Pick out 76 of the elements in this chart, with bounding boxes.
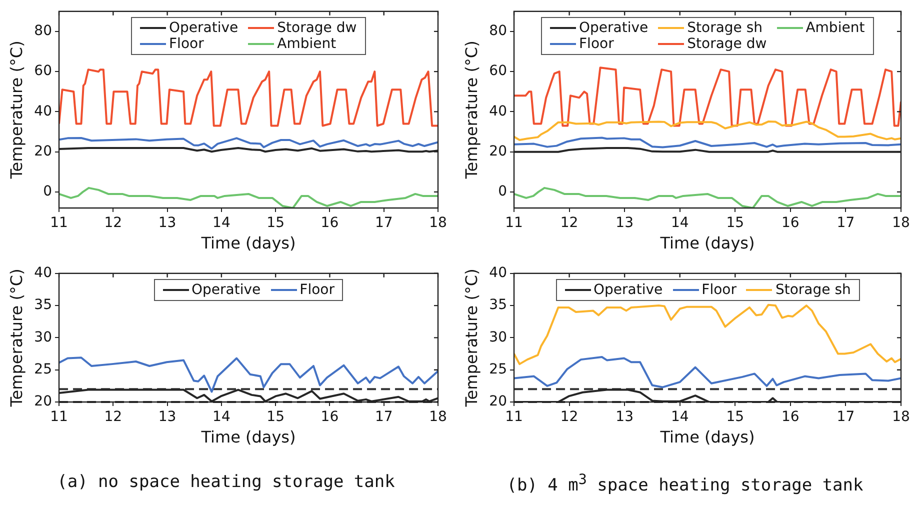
y-tick-label: 20 <box>34 394 52 410</box>
x-tick-label: 11 <box>50 409 68 426</box>
x-tick-label: 12 <box>104 409 122 426</box>
y-tick-label: 20 <box>489 394 508 410</box>
x-tick-label: 13 <box>616 409 634 426</box>
legend-label: Ambient <box>806 20 865 36</box>
x-axis-title: Time (days) <box>659 234 755 253</box>
x-tick-label: 11 <box>505 409 523 426</box>
y-tick-label: 20 <box>489 143 508 160</box>
x-tick-label: 12 <box>104 215 122 232</box>
legend-label: Storage sh <box>687 20 763 36</box>
x-tick-label: 18 <box>892 409 910 426</box>
y-tick-label: 80 <box>34 23 52 40</box>
y-tick-label: 80 <box>489 23 508 40</box>
x-tick-label: 11 <box>50 215 68 232</box>
y-tick-label: 0 <box>498 184 508 200</box>
legend-label: Operative <box>192 282 261 298</box>
y-tick-label: 0 <box>43 184 52 200</box>
x-tick-label: 12 <box>560 409 578 426</box>
x-tick-label: 13 <box>616 215 634 232</box>
x-tick-label: 17 <box>374 409 393 426</box>
x-tick-label: 16 <box>320 409 339 426</box>
text: (b) 4 m$^{3}$ space heating storage tank <box>506 472 864 496</box>
legend-label: Floor <box>169 36 204 52</box>
legend-label: Operative <box>169 20 238 36</box>
legend-label: Floor <box>702 282 736 298</box>
x-tick-label: 15 <box>726 409 744 426</box>
x-tick-label: 15 <box>726 215 744 232</box>
x-axis-title: Time (days) <box>659 428 755 447</box>
y-tick-label: 20 <box>34 143 52 160</box>
x-tick-label: 17 <box>836 409 855 426</box>
text: (a) no space heating storage tank <box>56 472 396 492</box>
x-tick-label: 16 <box>782 409 800 426</box>
x-tick-label: 18 <box>429 215 447 232</box>
y-tick-label: 35 <box>34 297 52 314</box>
x-tick-label: 11 <box>505 215 523 232</box>
x-tick-label: 14 <box>212 409 230 426</box>
y-axis-title: Temperature (°C) <box>462 268 481 408</box>
legend-label: Storage dw <box>277 20 357 36</box>
y-tick-label: 40 <box>489 265 508 282</box>
x-tick-label: 13 <box>158 409 176 426</box>
y-axis-title: Temperature (°C) <box>462 40 481 180</box>
x-tick-label: 15 <box>266 215 284 232</box>
y-axis-title: Temperature (°C) <box>6 40 26 180</box>
legend-label: Storage sh <box>775 282 851 298</box>
y-tick-label: 25 <box>489 361 508 378</box>
x-tick-label: 18 <box>892 215 910 232</box>
legend-label: Operative <box>579 20 648 36</box>
x-tick-label: 16 <box>782 215 800 232</box>
legend-label: Storage dw <box>687 36 767 52</box>
y-tick-label: 30 <box>34 329 52 346</box>
x-tick-label: 17 <box>374 215 393 232</box>
y-tick-label: 30 <box>489 329 508 346</box>
x-tick-label: 17 <box>836 215 855 232</box>
x-tick-label: 14 <box>212 215 230 232</box>
y-tick-label: 60 <box>489 63 508 80</box>
x-tick-label: 14 <box>670 215 689 232</box>
y-tick-label: 40 <box>489 103 508 120</box>
y-tick-label: 60 <box>34 63 52 80</box>
x-axis-title: Time (days) <box>200 234 296 253</box>
y-tick-label: 25 <box>34 361 52 378</box>
x-tick-label: 12 <box>560 215 578 232</box>
x-tick-label: 18 <box>429 409 447 426</box>
legend-label: Ambient <box>277 36 336 52</box>
legend-label: Floor <box>579 36 614 52</box>
x-tick-label: 14 <box>670 409 689 426</box>
y-tick-label: 35 <box>489 297 508 314</box>
x-axis-title: Time (days) <box>200 428 296 447</box>
y-tick-label: 40 <box>34 265 52 282</box>
y-tick-label: 40 <box>34 103 52 120</box>
legend-label: Operative <box>594 282 663 298</box>
x-tick-label: 16 <box>320 215 339 232</box>
legend-label: Floor <box>300 282 334 298</box>
x-tick-label: 13 <box>158 215 176 232</box>
y-axis-title: Temperature (°C) <box>6 268 26 408</box>
x-tick-label: 15 <box>266 409 284 426</box>
